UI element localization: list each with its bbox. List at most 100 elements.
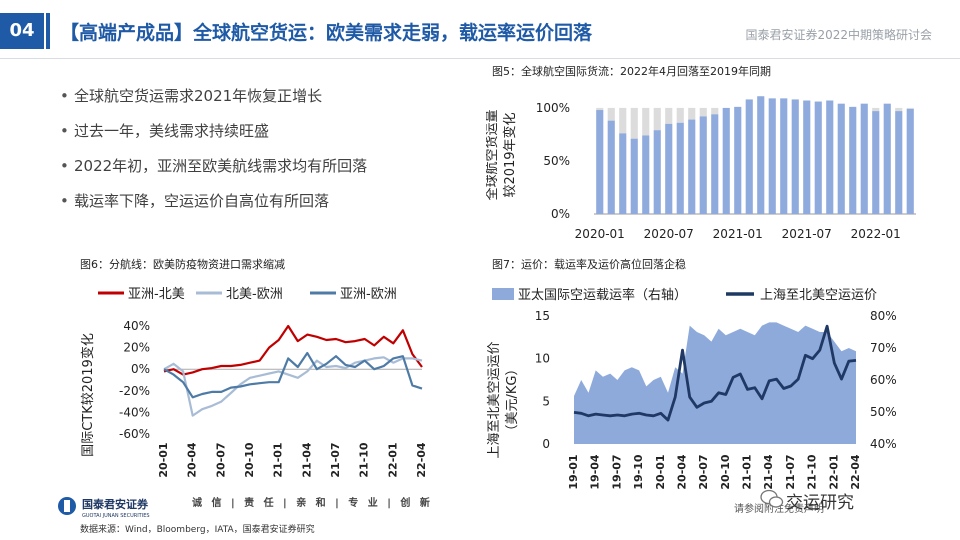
fig5-bar: [745, 99, 753, 214]
fig5-bar: [653, 130, 661, 214]
fig5-xtick-label: 2022-01: [851, 227, 901, 241]
fig5-caption: 图5：全球航空国际货流：2022年4月回落至2019年同期: [492, 65, 771, 78]
fig7-legend-label: 亚太国际空运载运率（右轴）: [518, 287, 687, 303]
fig5-baseline-bar: [653, 107, 661, 131]
fig5-bar: [676, 122, 684, 214]
fig7-ytick-left-label: 0: [542, 437, 550, 451]
fig5-bar: [837, 103, 845, 214]
fig5-bar: [791, 99, 799, 214]
fig6-legend-label: 亚洲-欧洲: [340, 287, 397, 302]
fig5-baseline-bar: [688, 107, 696, 120]
fig7-ytick-right-label: 60%: [870, 373, 897, 387]
logo-text: 国泰君安证券: [82, 497, 149, 511]
fig5-ylabel-line2: 较2019年变化: [502, 112, 518, 197]
fig5-baseline-bar: [711, 107, 719, 115]
fig7-xtick-label: 19-07: [610, 454, 623, 489]
fig6-ytick-label: -60%: [119, 427, 150, 441]
fig6-xtick-label: 21-07: [329, 442, 342, 477]
fig5-baseline-bar: [596, 107, 604, 111]
fig5-baseline-bar: [607, 107, 615, 121]
fig6-series-line: [163, 324, 423, 376]
bullet-item: • 载运率下降，空运运价自高位有所回落: [60, 190, 367, 225]
fig7-line-series: [573, 324, 857, 422]
bullet-item: • 2022年初，亚洲至欧美航线需求均有所回落: [60, 155, 367, 190]
fig6-xtick-label: 20-04: [186, 442, 199, 478]
fig7-ytick-right-label: 70%: [870, 341, 897, 355]
fig5-bar: [734, 106, 742, 214]
fig7-ytick-right-label: 80%: [870, 309, 897, 323]
fig5-bar: [607, 120, 615, 214]
fig5-chart: 全球航空货运量 较2019年变化 0% 50% 100% 2020-01 2020-07…: [486, 96, 916, 241]
wechat-icon: [760, 489, 784, 508]
bullet-dot: •: [60, 157, 69, 175]
fig6-chart: 国际CTK较2019变化 亚洲-北美 北美-欧洲 亚洲-欧洲 40% 20% 0% -20%…: [80, 287, 428, 478]
fig6-xtick-label: 21-10: [358, 442, 371, 478]
bullet-item: • 过去一年，美线需求持续旺盛: [60, 120, 367, 155]
fig5-bar: [757, 96, 765, 214]
fig5-bar: [826, 100, 834, 214]
fig6-ytick-label: -40%: [119, 405, 150, 419]
fig7-xtick-label: 20-07: [697, 454, 710, 489]
fig6-ytick-label: 40%: [123, 319, 150, 333]
fig6-ytick-label: 0%: [131, 362, 150, 376]
fig5-baseline-bar: [619, 107, 627, 134]
fig6-xtick-label: 20-07: [214, 442, 227, 477]
bullet-text: 2022年初，亚洲至欧美航线需求均有所回落: [74, 157, 368, 175]
fig5-bar: [883, 103, 891, 214]
fig5-bar: [814, 101, 822, 214]
fig7-ytick-left-label: 15: [535, 309, 550, 323]
bullet-item: • 全球航空货运需求2021年恢复正增长: [60, 85, 367, 120]
fig7-ytick-left-label: 5: [542, 394, 550, 408]
fig5-baseline-bar: [665, 107, 673, 124]
bullet-dot: •: [60, 192, 69, 210]
fig6-xtick-label: 22-01: [386, 442, 399, 477]
fig7-xtick-label: 21-07: [784, 454, 797, 489]
fig7-legend-label: 上海至北美空运运价: [760, 288, 877, 303]
fig5-bar: [895, 111, 903, 214]
fig6-xtick-label: 20-01: [157, 442, 170, 477]
fig6-legend-label: 亚洲-北美: [128, 287, 185, 302]
fig6-ylabel: 国际CTK较2019变化: [80, 333, 96, 457]
fig5-baseline-bar: [895, 107, 903, 112]
slide-number: 04: [0, 13, 44, 49]
fig7-xtick-label: 21-10: [806, 454, 819, 490]
fig7-xtick-label: 21-04: [762, 454, 775, 490]
fig7-ytick-right-label: 40%: [870, 437, 897, 451]
data-source: 数据来源：Wind，Bloomberg，IATA，国泰君安证券研究: [80, 525, 315, 535]
fig5-bar: [688, 119, 696, 214]
bullet-text: 过去一年，美线需求持续旺盛: [74, 122, 270, 140]
bullet-text: 全球航空货运需求2021年恢复正增长: [74, 87, 323, 105]
fig7-xtick-label: 19-04: [589, 454, 602, 490]
fig6-ytick-label: -20%: [119, 384, 150, 398]
fig5-bar: [596, 110, 604, 214]
fig7-xtick-label: 22-01: [827, 454, 840, 489]
fig5-bar: [665, 123, 673, 214]
fig5-ylabel-line1: 全球航空货运量: [486, 109, 500, 200]
fig5-bar: [630, 138, 638, 214]
bullet-list: • 全球航空货运需求2021年恢复正增长 • 过去一年，美线需求持续旺盛 • 2022…: [60, 85, 367, 225]
fig5-xtick-label: 2020-07: [644, 227, 694, 241]
fig5-bar: [872, 111, 880, 214]
logo-subtext: GUOTAI JUNAN SECURITIES: [82, 513, 150, 519]
fig5-baseline-bar: [699, 107, 707, 117]
fig5-baseline-bar: [872, 107, 880, 112]
company-logo: 国泰君安证券 GUOTAI JUNAN SECURITIES: [56, 494, 186, 524]
fig7-caption: 图7：运价：载运率及运价高位回落企稳: [492, 258, 686, 271]
fig5-bar: [699, 116, 707, 214]
logo-mark-inner: [64, 500, 70, 512]
fig5-bar: [803, 100, 811, 214]
fig5-xtick-label: 2021-01: [713, 227, 763, 241]
fig7-legend-swatch-area: [492, 288, 514, 300]
fig6-xtick-label: 20-10: [243, 442, 256, 478]
fig5-ytick-label: 100%: [536, 101, 570, 115]
fig5-xtick-label: 2021-07: [782, 227, 832, 241]
fig6-series-line: [163, 351, 423, 399]
bullet-text: 载运率下降，空运运价自高位有所回落: [74, 192, 330, 210]
conference-name: 国泰君安证券2022中期策略研讨会: [745, 28, 932, 42]
fig7-ytick-left-label: 10: [535, 352, 550, 366]
disclaimer-text: 请参阅附注免责声明: [734, 504, 824, 515]
fig5-bar: [642, 135, 650, 214]
fig6-series-line: [163, 356, 423, 417]
fig6-legend-label: 北美-欧洲: [226, 287, 283, 302]
fig5-bar: [768, 98, 776, 214]
